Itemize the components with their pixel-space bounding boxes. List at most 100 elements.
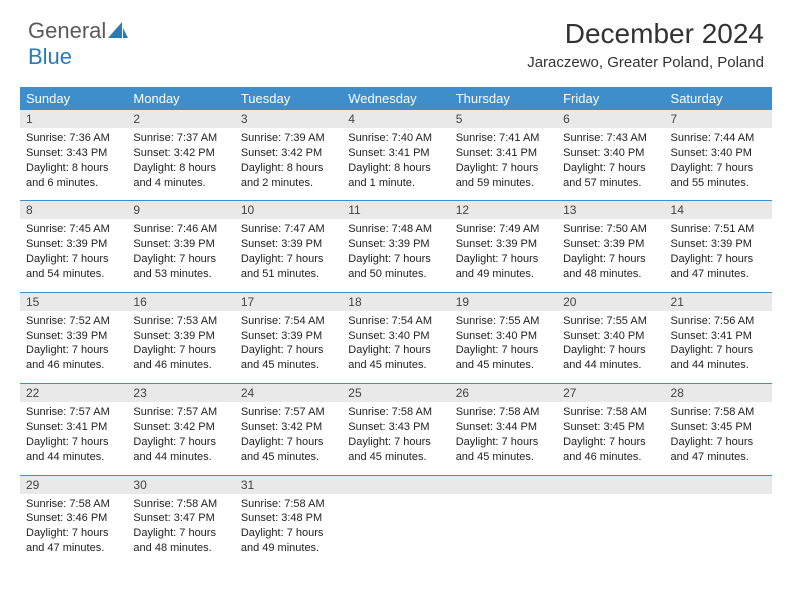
day-number: 22 xyxy=(20,384,127,402)
sunset-text: Sunset: 3:40 PM xyxy=(348,329,443,344)
empty-day-number xyxy=(557,476,664,494)
daylight-text: Daylight: 7 hours and 57 minutes. xyxy=(563,161,658,191)
sunset-text: Sunset: 3:46 PM xyxy=(26,511,121,526)
day-number: 19 xyxy=(450,293,557,311)
empty-day-number xyxy=(665,476,772,494)
day-content: Sunrise: 7:58 AMSunset: 3:48 PMDaylight:… xyxy=(235,494,342,566)
day-cell: 30Sunrise: 7:58 AMSunset: 3:47 PMDayligh… xyxy=(127,475,234,566)
day-content: Sunrise: 7:55 AMSunset: 3:40 PMDaylight:… xyxy=(557,311,664,383)
day-cell: 12Sunrise: 7:49 AMSunset: 3:39 PMDayligh… xyxy=(450,201,557,292)
sunrise-text: Sunrise: 7:54 AM xyxy=(241,314,336,329)
sunset-text: Sunset: 3:39 PM xyxy=(456,237,551,252)
sunset-text: Sunset: 3:39 PM xyxy=(241,237,336,252)
sunrise-text: Sunrise: 7:57 AM xyxy=(241,405,336,420)
sunrise-text: Sunrise: 7:49 AM xyxy=(456,222,551,237)
day-cell: 11Sunrise: 7:48 AMSunset: 3:39 PMDayligh… xyxy=(342,201,449,292)
header: General Blue December 2024 Jaraczewo, Gr… xyxy=(0,0,792,77)
daylight-text: Daylight: 7 hours and 47 minutes. xyxy=(671,435,766,465)
day-cell xyxy=(342,475,449,566)
sunrise-text: Sunrise: 7:57 AM xyxy=(133,405,228,420)
sunrise-text: Sunrise: 7:52 AM xyxy=(26,314,121,329)
sunrise-text: Sunrise: 7:54 AM xyxy=(348,314,443,329)
day-content: Sunrise: 7:39 AMSunset: 3:42 PMDaylight:… xyxy=(235,128,342,200)
day-number: 13 xyxy=(557,201,664,219)
sunrise-text: Sunrise: 7:57 AM xyxy=(26,405,121,420)
sunrise-text: Sunrise: 7:58 AM xyxy=(241,497,336,512)
daylight-text: Daylight: 7 hours and 54 minutes. xyxy=(26,252,121,282)
sunset-text: Sunset: 3:42 PM xyxy=(133,146,228,161)
day-cell: 3Sunrise: 7:39 AMSunset: 3:42 PMDaylight… xyxy=(235,110,342,201)
empty-day-content xyxy=(450,494,557,558)
empty-day-content xyxy=(665,494,772,558)
daylight-text: Daylight: 8 hours and 1 minute. xyxy=(348,161,443,191)
sunrise-text: Sunrise: 7:41 AM xyxy=(456,131,551,146)
logo: General Blue xyxy=(28,18,128,70)
day-cell: 2Sunrise: 7:37 AMSunset: 3:42 PMDaylight… xyxy=(127,110,234,201)
day-cell: 24Sunrise: 7:57 AMSunset: 3:42 PMDayligh… xyxy=(235,384,342,475)
sunset-text: Sunset: 3:42 PM xyxy=(241,146,336,161)
daylight-text: Daylight: 7 hours and 53 minutes. xyxy=(133,252,228,282)
sunrise-text: Sunrise: 7:37 AM xyxy=(133,131,228,146)
day-cell: 23Sunrise: 7:57 AMSunset: 3:42 PMDayligh… xyxy=(127,384,234,475)
day-content: Sunrise: 7:58 AMSunset: 3:47 PMDaylight:… xyxy=(127,494,234,566)
day-number: 4 xyxy=(342,110,449,128)
day-number: 6 xyxy=(557,110,664,128)
day-cell: 25Sunrise: 7:58 AMSunset: 3:43 PMDayligh… xyxy=(342,384,449,475)
sunrise-text: Sunrise: 7:58 AM xyxy=(133,497,228,512)
sunrise-text: Sunrise: 7:58 AM xyxy=(348,405,443,420)
day-content: Sunrise: 7:50 AMSunset: 3:39 PMDaylight:… xyxy=(557,219,664,291)
day-number: 27 xyxy=(557,384,664,402)
day-number: 21 xyxy=(665,293,772,311)
day-number: 20 xyxy=(557,293,664,311)
day-number: 8 xyxy=(20,201,127,219)
daylight-text: Daylight: 7 hours and 46 minutes. xyxy=(26,343,121,373)
empty-day-number xyxy=(342,476,449,494)
sunrise-text: Sunrise: 7:44 AM xyxy=(671,131,766,146)
day-number: 7 xyxy=(665,110,772,128)
day-content: Sunrise: 7:58 AMSunset: 3:45 PMDaylight:… xyxy=(557,402,664,474)
sunset-text: Sunset: 3:44 PM xyxy=(456,420,551,435)
day-cell: 29Sunrise: 7:58 AMSunset: 3:46 PMDayligh… xyxy=(20,475,127,566)
day-content: Sunrise: 7:54 AMSunset: 3:39 PMDaylight:… xyxy=(235,311,342,383)
day-cell: 17Sunrise: 7:54 AMSunset: 3:39 PMDayligh… xyxy=(235,292,342,383)
day-number: 17 xyxy=(235,293,342,311)
daylight-text: Daylight: 8 hours and 6 minutes. xyxy=(26,161,121,191)
day-number: 18 xyxy=(342,293,449,311)
sunset-text: Sunset: 3:40 PM xyxy=(671,146,766,161)
sunset-text: Sunset: 3:39 PM xyxy=(133,237,228,252)
day-content: Sunrise: 7:58 AMSunset: 3:43 PMDaylight:… xyxy=(342,402,449,474)
day-number: 28 xyxy=(665,384,772,402)
day-content: Sunrise: 7:41 AMSunset: 3:41 PMDaylight:… xyxy=(450,128,557,200)
dayname-cell: Thursday xyxy=(450,87,557,110)
day-cell: 14Sunrise: 7:51 AMSunset: 3:39 PMDayligh… xyxy=(665,201,772,292)
day-cell: 1Sunrise: 7:36 AMSunset: 3:43 PMDaylight… xyxy=(20,110,127,201)
day-number: 11 xyxy=(342,201,449,219)
sunset-text: Sunset: 3:42 PM xyxy=(133,420,228,435)
sunrise-text: Sunrise: 7:56 AM xyxy=(671,314,766,329)
day-number: 16 xyxy=(127,293,234,311)
sunset-text: Sunset: 3:39 PM xyxy=(563,237,658,252)
day-content: Sunrise: 7:36 AMSunset: 3:43 PMDaylight:… xyxy=(20,128,127,200)
day-cell: 19Sunrise: 7:55 AMSunset: 3:40 PMDayligh… xyxy=(450,292,557,383)
sunset-text: Sunset: 3:43 PM xyxy=(348,420,443,435)
dayname-cell: Friday xyxy=(557,87,664,110)
day-content: Sunrise: 7:51 AMSunset: 3:39 PMDaylight:… xyxy=(665,219,772,291)
sunrise-text: Sunrise: 7:47 AM xyxy=(241,222,336,237)
day-cell: 22Sunrise: 7:57 AMSunset: 3:41 PMDayligh… xyxy=(20,384,127,475)
day-content: Sunrise: 7:56 AMSunset: 3:41 PMDaylight:… xyxy=(665,311,772,383)
sunrise-text: Sunrise: 7:58 AM xyxy=(563,405,658,420)
day-cell: 5Sunrise: 7:41 AMSunset: 3:41 PMDaylight… xyxy=(450,110,557,201)
day-number: 10 xyxy=(235,201,342,219)
sunrise-text: Sunrise: 7:43 AM xyxy=(563,131,658,146)
week-number-row: 15Sunrise: 7:52 AMSunset: 3:39 PMDayligh… xyxy=(20,292,772,383)
day-number: 12 xyxy=(450,201,557,219)
sunrise-text: Sunrise: 7:45 AM xyxy=(26,222,121,237)
daylight-text: Daylight: 7 hours and 44 minutes. xyxy=(133,435,228,465)
day-number: 2 xyxy=(127,110,234,128)
daylight-text: Daylight: 7 hours and 48 minutes. xyxy=(563,252,658,282)
day-cell: 6Sunrise: 7:43 AMSunset: 3:40 PMDaylight… xyxy=(557,110,664,201)
day-content: Sunrise: 7:54 AMSunset: 3:40 PMDaylight:… xyxy=(342,311,449,383)
daylight-text: Daylight: 7 hours and 45 minutes. xyxy=(456,343,551,373)
calendar-table: SundayMondayTuesdayWednesdayThursdayFrid… xyxy=(20,87,772,566)
day-content: Sunrise: 7:47 AMSunset: 3:39 PMDaylight:… xyxy=(235,219,342,291)
